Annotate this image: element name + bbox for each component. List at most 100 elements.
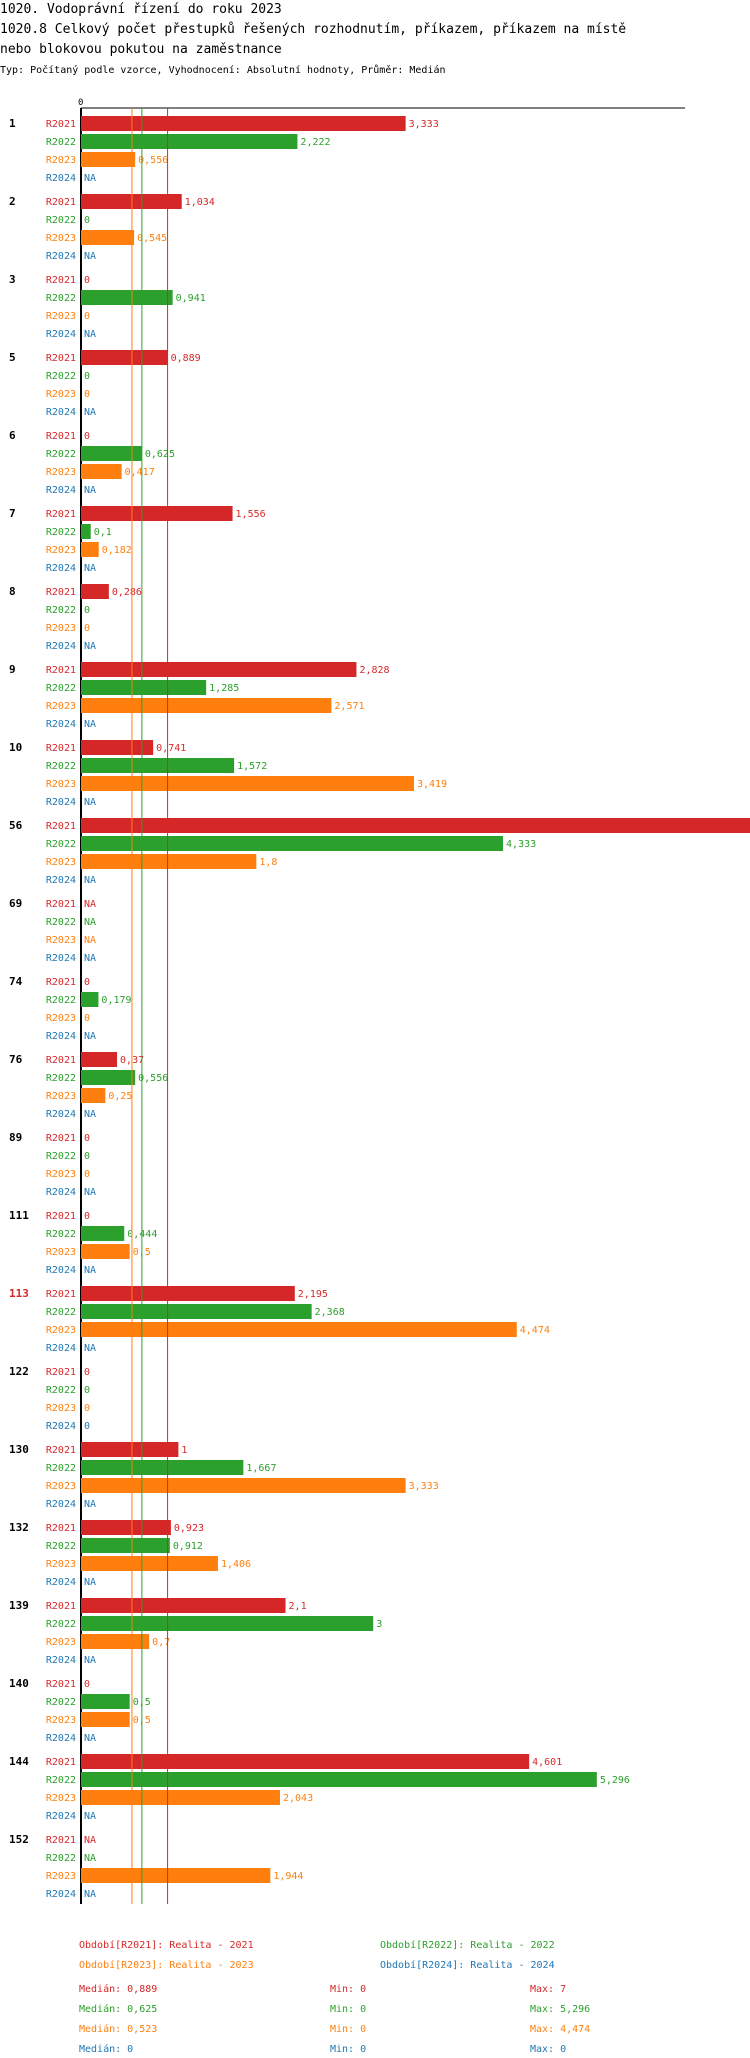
series-label-144-R2021: R2021	[46, 1757, 76, 1768]
category-label-140: 140	[9, 1677, 29, 1690]
value-label-139-R2021: 2,1	[289, 1601, 307, 1612]
x-axis-zero-label: 0	[78, 98, 83, 108]
series-label-140-R2021: R2021	[46, 1679, 76, 1690]
bar-10-R2023	[81, 776, 415, 791]
value-label-1-R2022: 2,222	[300, 137, 330, 148]
value-label-8-R2024: NA	[84, 641, 96, 652]
category-label-1: 1	[9, 117, 16, 130]
legend-entry-R2024: Období[R2024]: Realita - 2024	[380, 1959, 555, 1971]
value-label-69-R2023: NA	[84, 935, 96, 946]
series-label-130-R2024: R2024	[46, 1499, 76, 1510]
category-label-9: 9	[9, 663, 16, 676]
series-label-5-R2022: R2022	[46, 371, 76, 382]
value-label-130-R2023: 3,333	[409, 1481, 439, 1492]
bar-2-R2023	[81, 230, 135, 245]
bar-111-R2022	[81, 1226, 125, 1241]
stat-max-R2021: Max: 7	[530, 1984, 566, 1995]
bar-111-R2023	[81, 1244, 130, 1259]
series-label-5-R2024: R2024	[46, 407, 76, 418]
series-label-111-R2023: R2023	[46, 1247, 76, 1258]
value-label-139-R2024: NA	[84, 1655, 96, 1666]
stat-max-R2022: Max: 5,296	[530, 2004, 590, 2015]
value-label-74-R2021: 0	[84, 977, 90, 988]
series-label-74-R2021: R2021	[46, 977, 76, 988]
stat-min-R2024: Min: 0	[330, 2044, 366, 2055]
value-label-132-R2023: 1,406	[221, 1559, 251, 1570]
value-label-140-R2021: 0	[84, 1679, 90, 1690]
value-label-144-R2023: 2,043	[283, 1793, 313, 1804]
value-label-122-R2022: 0	[84, 1385, 90, 1396]
value-label-56-R2024: NA	[84, 875, 96, 886]
series-label-130-R2022: R2022	[46, 1463, 76, 1474]
value-label-76-R2022: 0,556	[138, 1073, 168, 1084]
value-label-1-R2024: NA	[84, 173, 96, 184]
category-label-152: 152	[9, 1833, 29, 1846]
bar-7-R2021	[81, 506, 233, 521]
bar-2-R2021	[81, 194, 182, 209]
bar-140-R2022	[81, 1694, 130, 1709]
bar-144-R2021	[81, 1754, 530, 1769]
category-label-122: 122	[9, 1365, 29, 1378]
value-label-5-R2024: NA	[84, 407, 96, 418]
series-label-9-R2024: R2024	[46, 719, 76, 730]
series-label-111-R2021: R2021	[46, 1211, 76, 1222]
value-label-89-R2023: 0	[84, 1169, 90, 1180]
series-label-8-R2023: R2023	[46, 623, 76, 634]
series-label-132-R2022: R2022	[46, 1541, 76, 1552]
series-label-139-R2023: R2023	[46, 1637, 76, 1648]
bar-74-R2022	[81, 992, 99, 1007]
series-label-1-R2024: R2024	[46, 173, 76, 184]
series-label-113-R2024: R2024	[46, 1343, 76, 1354]
category-label-5: 5	[9, 351, 16, 364]
value-label-9-R2022: 1,285	[209, 683, 239, 694]
bar-6-R2023	[81, 464, 122, 479]
value-label-56-R2022: 4,333	[506, 839, 536, 850]
bar-9-R2022	[81, 680, 207, 695]
series-label-122-R2021: R2021	[46, 1367, 76, 1378]
value-label-76-R2023: 0,25	[108, 1091, 132, 1102]
category-label-130: 130	[9, 1443, 29, 1456]
bar-9-R2021	[81, 662, 357, 677]
bar-8-R2021	[81, 584, 109, 599]
value-label-113-R2023: 4,474	[520, 1325, 550, 1336]
series-label-5-R2023: R2023	[46, 389, 76, 400]
value-label-74-R2022: 0,179	[101, 995, 131, 1006]
value-label-3-R2022: 0,941	[176, 293, 206, 304]
value-label-132-R2022: 0,912	[173, 1541, 203, 1552]
stat-max-R2024: Max: 0	[530, 2044, 566, 2055]
series-label-69-R2023: R2023	[46, 935, 76, 946]
value-label-1-R2021: 3,333	[409, 119, 439, 130]
value-label-140-R2024: NA	[84, 1733, 96, 1744]
series-label-9-R2021: R2021	[46, 665, 76, 676]
value-label-6-R2022: 0,625	[145, 449, 175, 460]
series-label-10-R2023: R2023	[46, 779, 76, 790]
bar-1-R2023	[81, 152, 136, 167]
value-label-74-R2023: 0	[84, 1013, 90, 1024]
bar-144-R2023	[81, 1790, 280, 1805]
series-label-1-R2021: R2021	[46, 119, 76, 130]
series-label-152-R2022: R2022	[46, 1853, 76, 1864]
series-label-89-R2022: R2022	[46, 1151, 76, 1162]
series-label-2-R2021: R2021	[46, 197, 76, 208]
stat-median-R2022: Medián: 0,625	[79, 2003, 157, 2015]
value-label-8-R2022: 0	[84, 605, 90, 616]
series-label-10-R2024: R2024	[46, 797, 76, 808]
bar-139-R2023	[81, 1634, 150, 1649]
series-label-5-R2021: R2021	[46, 353, 76, 364]
stat-min-R2023: Min: 0	[330, 2024, 366, 2035]
series-label-7-R2021: R2021	[46, 509, 76, 520]
value-label-130-R2022: 1,667	[246, 1463, 276, 1474]
series-label-8-R2024: R2024	[46, 641, 76, 652]
series-label-144-R2024: R2024	[46, 1811, 76, 1822]
stat-median-R2024: Medián: 0	[79, 2043, 133, 2055]
series-label-113-R2023: R2023	[46, 1325, 76, 1336]
value-label-9-R2024: NA	[84, 719, 96, 730]
series-label-56-R2021: R2021	[46, 821, 76, 832]
value-label-10-R2022: 1,572	[237, 761, 267, 772]
value-label-8-R2021: 0,286	[112, 587, 142, 598]
category-label-6: 6	[9, 429, 16, 442]
bar-139-R2022	[81, 1616, 374, 1631]
bar-130-R2023	[81, 1478, 406, 1493]
bar-76-R2021	[81, 1052, 118, 1067]
